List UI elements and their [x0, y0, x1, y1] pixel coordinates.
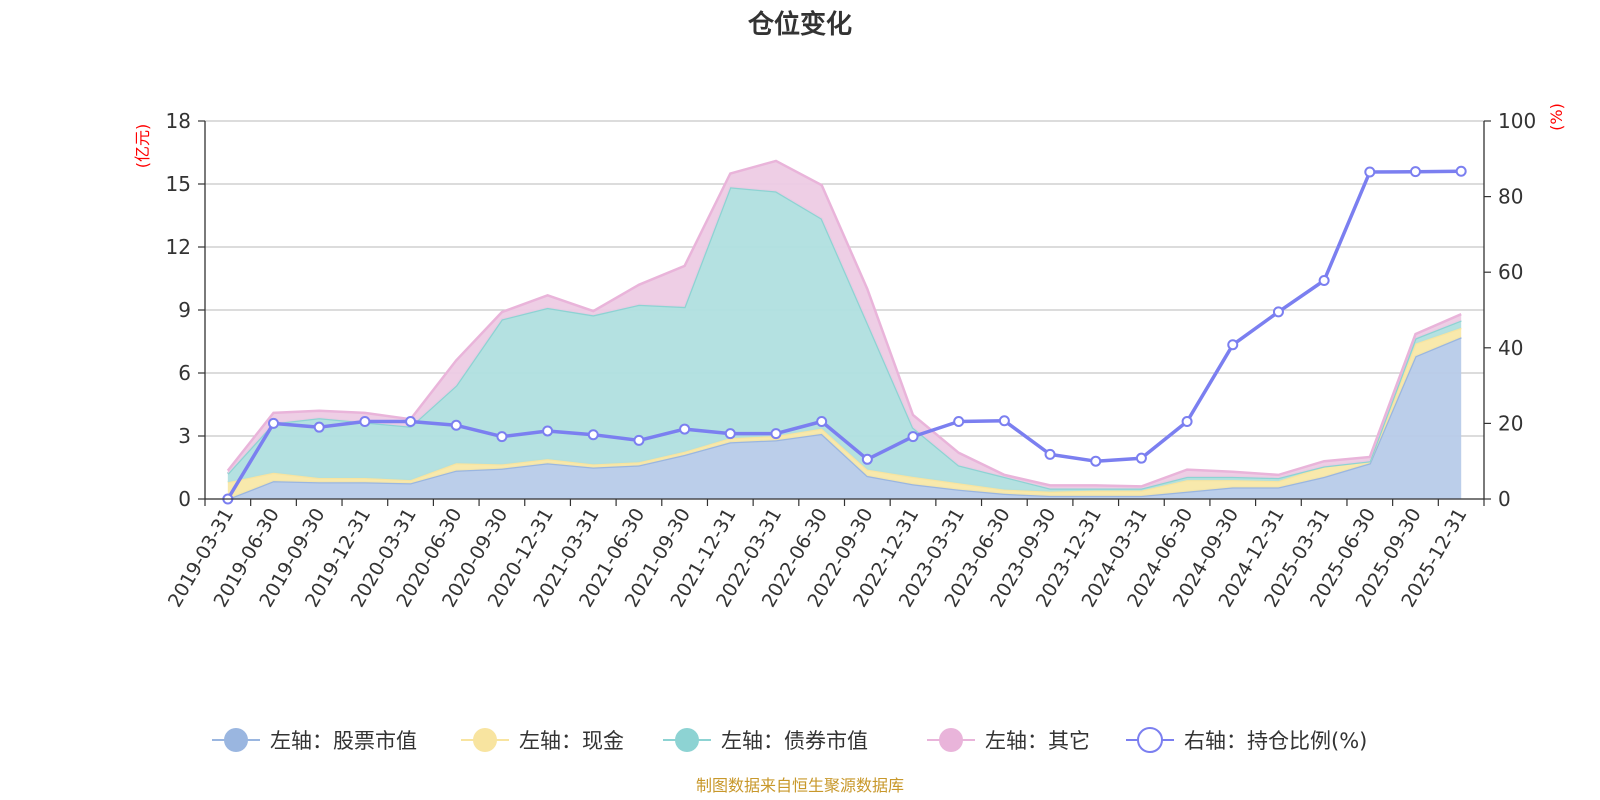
line-point	[907, 431, 919, 443]
line-point	[1272, 306, 1284, 318]
legend-label: 左轴：债券市值	[721, 729, 868, 753]
left-tick-label: 6	[178, 361, 191, 385]
right-axis-unit: (%)	[1547, 103, 1566, 131]
legend-marker	[939, 728, 963, 752]
line-point	[542, 425, 554, 437]
legend-marker	[675, 728, 699, 752]
left-tick-label: 3	[178, 424, 191, 448]
line-point	[1181, 416, 1193, 428]
legend-label: 左轴：其它	[985, 729, 1090, 753]
line-point	[1135, 452, 1147, 464]
line-point	[1090, 455, 1102, 467]
line-point	[496, 431, 508, 443]
line-point	[1364, 166, 1376, 178]
line-point	[724, 428, 736, 440]
area-layer	[226, 159, 1462, 501]
line-point	[1227, 339, 1239, 351]
left-tick-label: 18	[166, 109, 191, 133]
line-point	[1044, 448, 1056, 460]
line-series	[226, 169, 1462, 500]
right-tick-label: 80	[1498, 185, 1523, 209]
line-layer	[222, 165, 1467, 505]
left-tick-label: 12	[166, 235, 191, 259]
legend-marker	[473, 728, 497, 752]
legend-label: 右轴：持仓比例(%)	[1184, 729, 1367, 753]
line-point	[679, 423, 691, 435]
chart-title: 仓位变化	[747, 9, 852, 40]
line-point	[405, 416, 417, 428]
line-point	[633, 434, 645, 446]
footer-source: 制图数据来自恒生聚源数据库	[696, 776, 904, 795]
line-point	[450, 419, 462, 431]
line-point	[1455, 165, 1467, 177]
right-tick-label: 20	[1498, 411, 1523, 435]
left-axis-unit: (亿元)	[133, 124, 152, 169]
area-左轴：现金	[227, 327, 1462, 499]
line-point	[1318, 275, 1330, 287]
legend: 左轴：股票市值 左轴：现金 左轴：债券市值 左轴：其它 右轴：持仓比例(%)	[212, 727, 1367, 753]
line-point	[359, 416, 371, 428]
line-point	[587, 429, 599, 441]
line-point	[313, 421, 325, 433]
line-point	[268, 417, 280, 429]
left-tick-label: 0	[178, 487, 191, 511]
legend-label: 左轴：股票市值	[270, 729, 417, 753]
left-tick-label: 15	[166, 172, 191, 196]
line-point	[770, 428, 782, 440]
right-tick-label: 0	[1498, 487, 1511, 511]
right-tick-label: 100	[1498, 109, 1536, 133]
line-point	[861, 453, 873, 465]
legend-label: 左轴：现金	[519, 729, 624, 753]
legend-marker	[224, 728, 248, 752]
right-tick-label: 60	[1498, 260, 1523, 284]
line-point	[953, 416, 965, 428]
line-point	[1409, 166, 1421, 178]
legend-marker	[1137, 727, 1163, 753]
left-tick-label: 9	[178, 298, 191, 322]
line-point	[816, 416, 828, 428]
area-edge-左轴：其它	[226, 159, 1462, 488]
line-point	[998, 415, 1010, 427]
area-左轴：债券市值	[227, 187, 1462, 492]
right-tick-label: 40	[1498, 336, 1523, 360]
